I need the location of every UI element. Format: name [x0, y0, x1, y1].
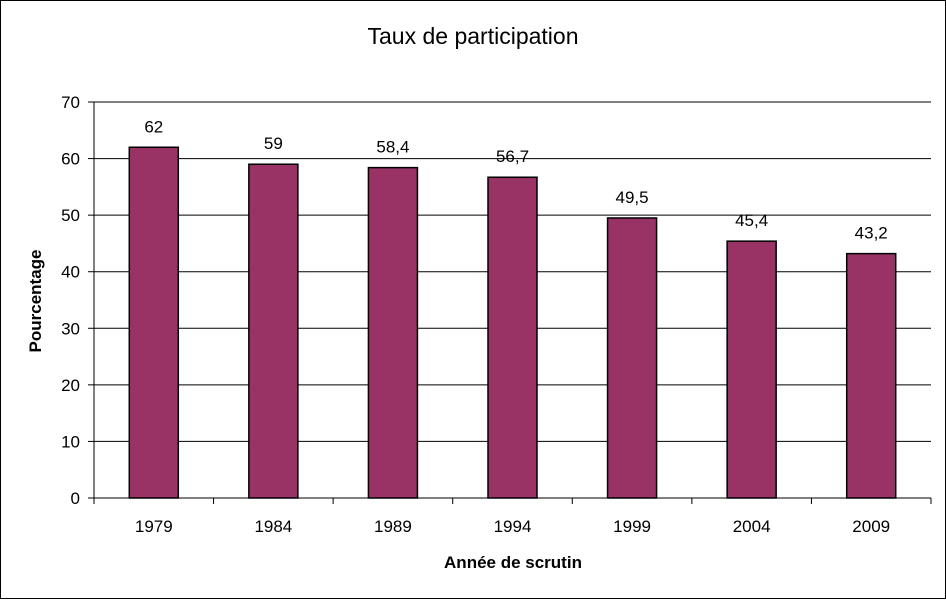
- data-label: 58,4: [376, 138, 409, 157]
- y-tick-label: 30: [61, 319, 80, 338]
- data-label: 43,2: [855, 224, 888, 243]
- y-tick-label: 60: [61, 150, 80, 169]
- y-tick-label: 20: [61, 376, 80, 395]
- tick-labels: 0 10 20 30 40 50 60 70 1979 1984 1989 1994 1999 2004 2…: [61, 93, 890, 536]
- data-label: 62: [144, 117, 163, 136]
- y-tick-label: 50: [61, 206, 80, 225]
- bar: [367, 166, 419, 499]
- data-labels: 62 59 58,4 56,7 49,5 45,4 43,2: [144, 117, 887, 242]
- x-tick-label: 1979: [135, 517, 173, 536]
- x-tick-label: 1984: [254, 517, 292, 536]
- chart-title: Taux de participation: [368, 23, 579, 49]
- x-tick-label: 2009: [852, 517, 890, 536]
- data-label: 56,7: [496, 147, 529, 166]
- data-label: 49,5: [616, 188, 649, 207]
- axes: [88, 101, 932, 504]
- bar: [726, 240, 777, 499]
- y-axis-title: Pourcentage: [26, 250, 45, 353]
- x-tick-label: 1999: [613, 517, 651, 536]
- bar: [128, 146, 180, 499]
- data-label: 59: [264, 134, 283, 153]
- bar: [248, 163, 299, 499]
- y-tick-label: 0: [71, 489, 80, 508]
- x-tick-label: 1989: [374, 517, 412, 536]
- data-label: 45,4: [735, 211, 768, 230]
- y-tick-label: 40: [61, 263, 80, 282]
- bar: [845, 252, 897, 499]
- x-axis-title: Année de scrutin: [444, 553, 582, 572]
- bar: [487, 176, 538, 499]
- x-tick-label: 1994: [494, 517, 532, 536]
- bars: [128, 146, 897, 499]
- y-tick-label: 70: [61, 93, 80, 112]
- bar: [606, 217, 658, 499]
- y-tick-label: 10: [61, 432, 80, 451]
- x-tick-label: 2004: [733, 517, 771, 536]
